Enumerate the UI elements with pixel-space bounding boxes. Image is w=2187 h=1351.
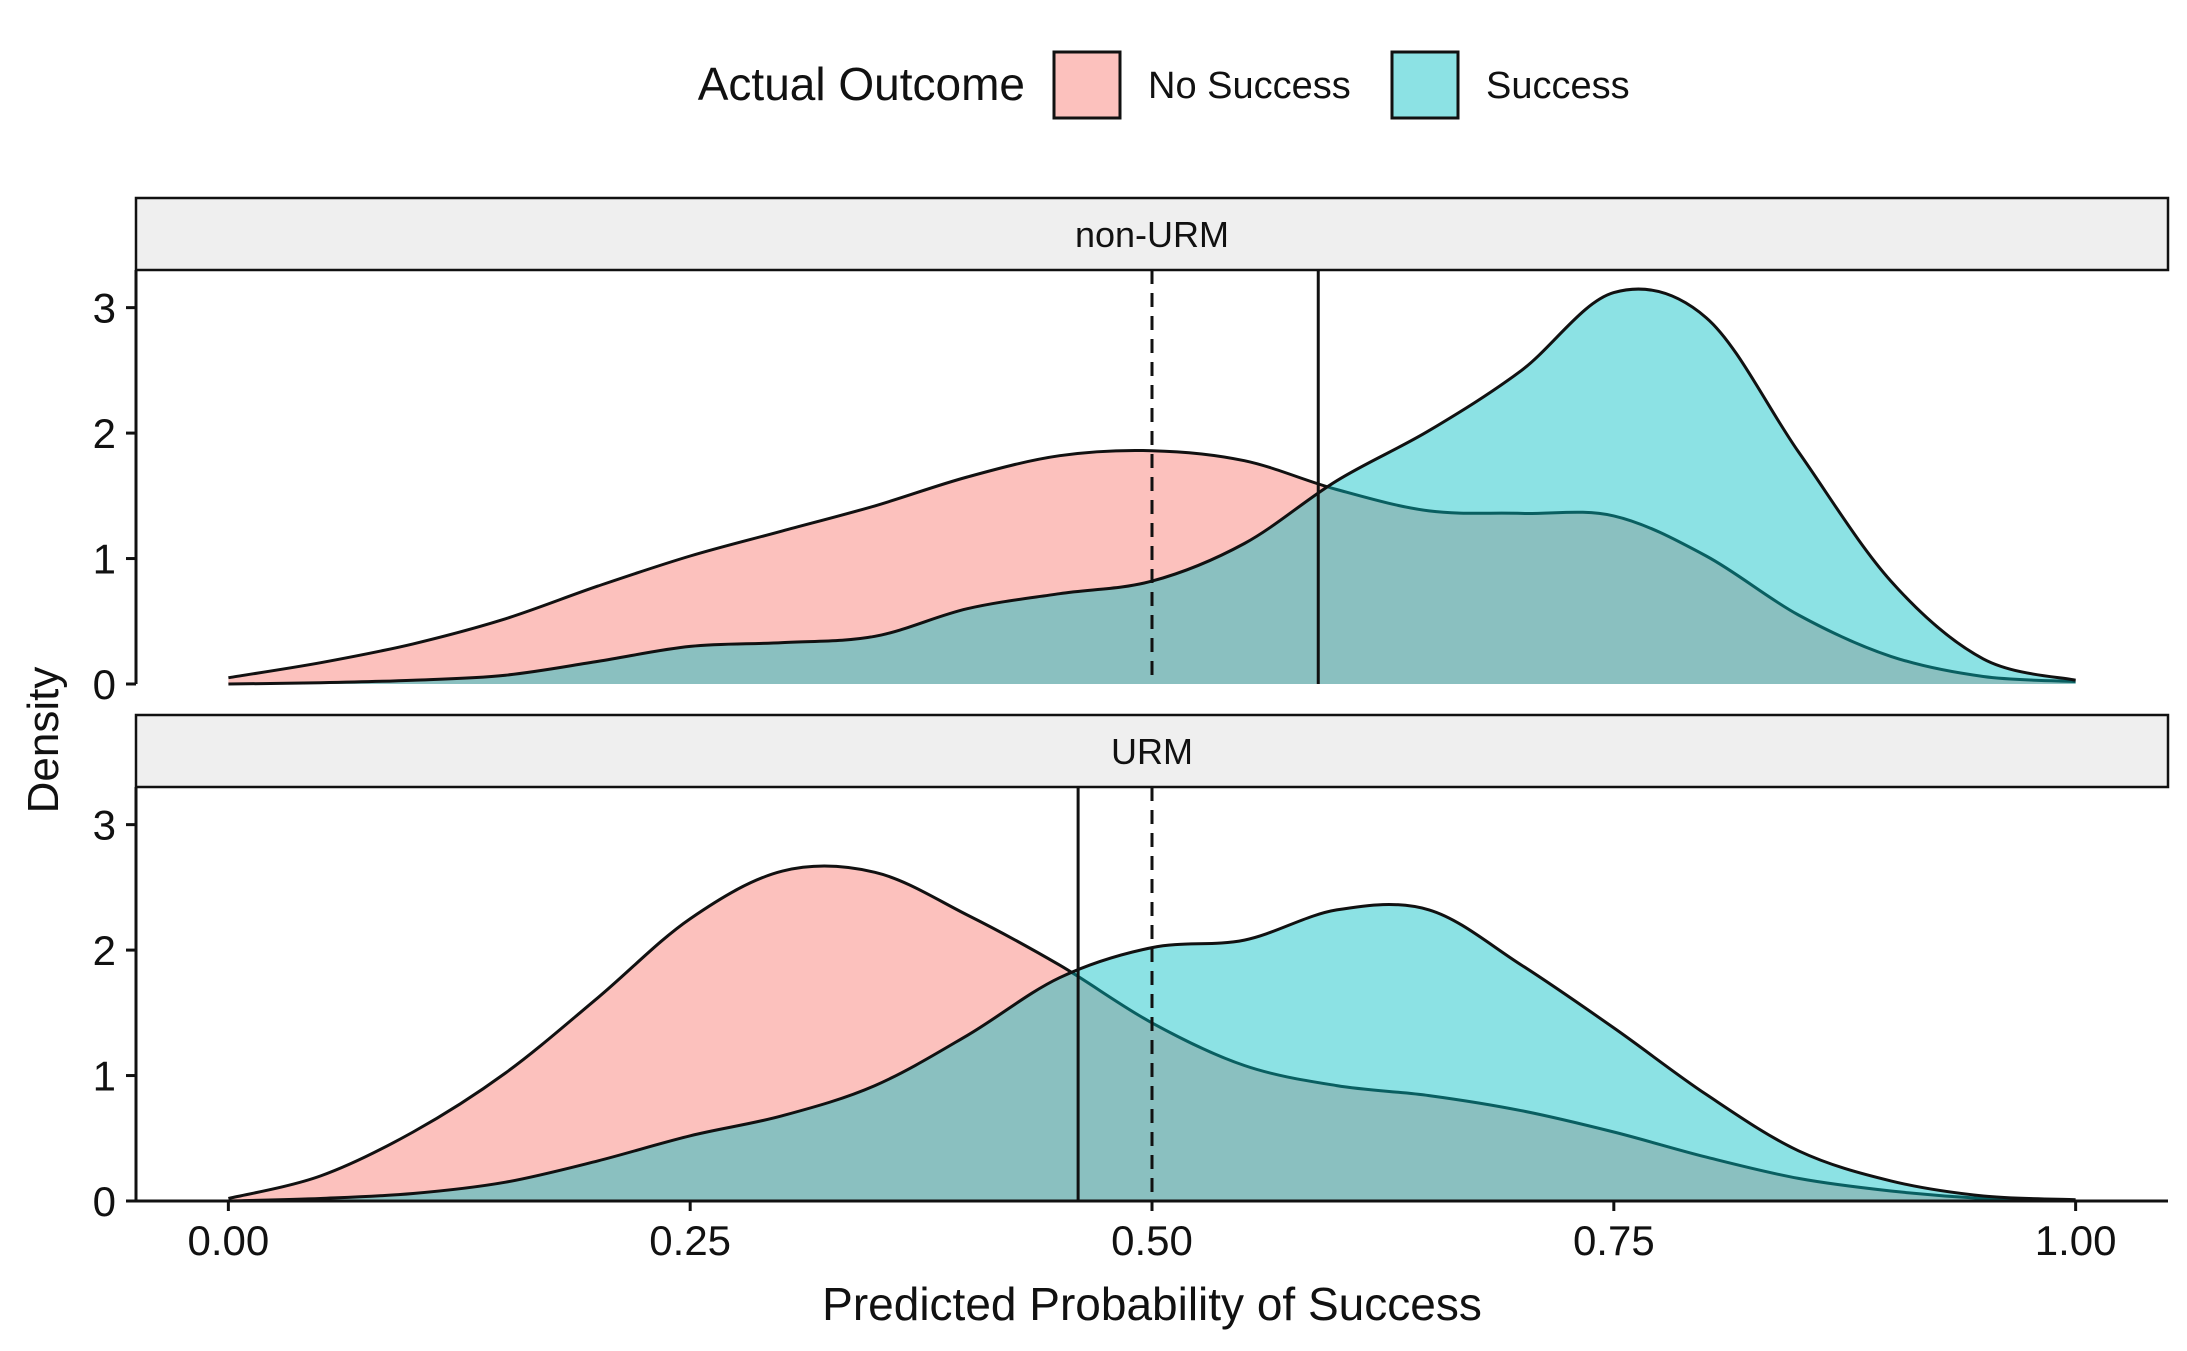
density-line-success (228, 287, 2076, 686)
y-tick-label: 2 (93, 927, 116, 974)
y-tick-label: 3 (93, 285, 116, 332)
plot-area-urm: 0 1 2 3 (93, 787, 2076, 1225)
strip-non-urm (134, 196, 2170, 272)
y-axis-title: Density (19, 667, 68, 814)
legend-swatch-success (1390, 50, 1460, 120)
legend-title: Actual Outcome (698, 58, 1025, 110)
y-tick-label: 1 (93, 1053, 116, 1100)
density-line-success (228, 902, 2076, 1203)
legend-swatch-no-success (1052, 50, 1122, 120)
strip-label-non-urm: non-URM (1075, 214, 1229, 255)
x-tick-label: 1.00 (2035, 1217, 2117, 1264)
density-line-no-success (228, 448, 2076, 683)
y-tick-label: 1 (93, 536, 116, 583)
x-tick-label: 0.75 (1573, 1217, 1655, 1264)
x-axis: 0.00 0.25 0.50 0.75 1.00 (136, 1199, 2168, 1264)
x-axis-title: Predicted Probability of Success (822, 1278, 1482, 1330)
y-tick-label: 0 (93, 661, 116, 708)
plot-area-non-urm: 0 1 2 3 (93, 270, 2076, 708)
density-area-no-success (228, 865, 2076, 1201)
strip-label-urm: URM (1111, 731, 1193, 772)
x-tick-label: 0.00 (187, 1217, 269, 1264)
y-tick-label: 2 (93, 410, 116, 457)
y-tick-label: 3 (93, 802, 116, 849)
strip-urm (134, 713, 2170, 789)
density-area-success (228, 289, 2076, 684)
legend: Actual Outcome No Success Success (698, 50, 1630, 120)
legend-label-success: Success (1486, 65, 1630, 107)
panel-urm: URM 0 1 2 3 (93, 713, 2170, 1225)
legend-label-no-success: No Success (1148, 65, 1351, 107)
x-tick-label: 0.50 (1111, 1217, 1193, 1264)
panel-non-urm: non-URM 0 1 2 3 (93, 196, 2170, 708)
x-tick-label: 0.25 (649, 1217, 731, 1264)
density-area-no-success (228, 450, 2076, 684)
density-line-no-success (228, 864, 2076, 1203)
y-tick-label: 0 (93, 1178, 116, 1225)
